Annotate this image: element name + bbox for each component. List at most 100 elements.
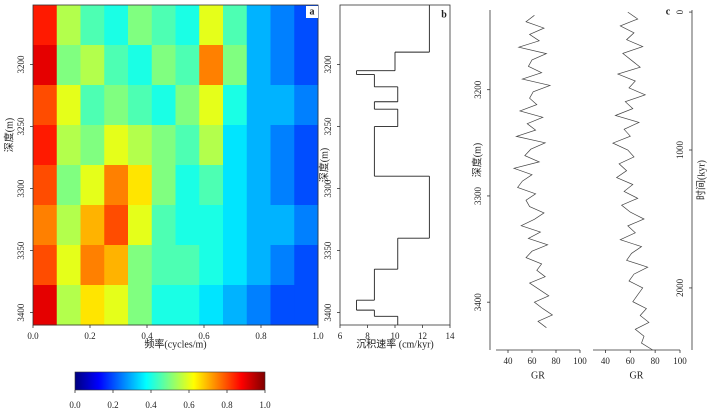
- heat-cell: [104, 245, 129, 286]
- heat-cell: [294, 285, 319, 326]
- colorbar-tick-label: 0.8: [221, 400, 233, 410]
- colorbar-tick-label: 0.2: [107, 400, 118, 410]
- y-axis-label: 深度(m): [317, 148, 330, 182]
- y-tick-label: 1000: [675, 141, 685, 160]
- heat-cell: [270, 125, 295, 166]
- heat-cell: [270, 245, 295, 286]
- x-tick-label: 8: [365, 331, 370, 341]
- panel-label: b: [441, 9, 447, 20]
- heat-cell: [151, 205, 176, 246]
- heat-cell: [128, 165, 153, 206]
- heat-cell: [80, 245, 105, 286]
- heat-cell: [56, 205, 81, 246]
- heat-cell: [246, 205, 271, 246]
- colorbar-tick-label: 1.0: [259, 400, 271, 410]
- gr-curve: [512, 15, 554, 328]
- y-tick-label: 3300: [473, 186, 483, 205]
- x-tick-label: 6: [338, 331, 343, 341]
- y-tick-label: 3400: [16, 303, 26, 322]
- heat-cell: [223, 85, 248, 126]
- heat-cell: [56, 125, 81, 166]
- panel-label-box: [306, 6, 318, 18]
- heat-cell: [270, 205, 295, 246]
- heat-cell: [223, 205, 248, 246]
- heat-cell: [33, 285, 58, 326]
- heat-cell: [56, 5, 81, 46]
- heat-cell: [175, 285, 200, 326]
- x-tick-label: 40: [601, 356, 611, 366]
- heat-cell: [199, 125, 224, 166]
- heat-cell: [223, 245, 248, 286]
- x-tick-label: 1.0: [312, 331, 324, 341]
- heat-cell: [175, 85, 200, 126]
- heat-cell: [56, 165, 81, 206]
- heat-cell: [56, 85, 81, 126]
- heat-cell: [104, 85, 129, 126]
- heat-cell: [80, 125, 105, 166]
- x-tick-label: 14: [446, 331, 456, 341]
- heat-cell: [151, 245, 176, 286]
- heat-cell: [270, 85, 295, 126]
- heat-cell: [151, 125, 176, 166]
- y-tick-label: 3350: [323, 241, 333, 260]
- heat-cell: [223, 125, 248, 166]
- heat-cell: [175, 125, 200, 166]
- heat-cell: [246, 125, 271, 166]
- heat-cell: [104, 285, 129, 326]
- heat-cell: [294, 45, 319, 86]
- y-tick-label: 3300: [16, 179, 26, 198]
- heat-cell: [33, 5, 58, 46]
- heat-cell: [270, 165, 295, 206]
- heat-cell: [33, 85, 58, 126]
- heat-cell: [56, 285, 81, 326]
- x-axis-label: 沉积速率 (cm/kyr): [356, 337, 434, 350]
- heat-cell: [246, 85, 271, 126]
- x-tick-label: 0.0: [27, 331, 39, 341]
- heat-cell: [151, 85, 176, 126]
- x-tick-label: 12: [418, 331, 427, 341]
- heat-cell: [56, 245, 81, 286]
- heat-cell: [104, 165, 129, 206]
- y-tick-label: 3250: [323, 117, 333, 136]
- x-tick-label: 80: [651, 356, 661, 366]
- heat-cell: [223, 165, 248, 206]
- heat-cell: [128, 85, 153, 126]
- y-tick-label: 3350: [16, 241, 26, 260]
- x-axis-label: GR: [630, 370, 644, 381]
- heat-cell: [128, 285, 153, 326]
- heat-cell: [151, 165, 176, 206]
- x-tick-label: 100: [673, 356, 687, 366]
- x-tick-label: 60: [528, 356, 538, 366]
- heat-cell: [80, 285, 105, 326]
- heat-cell: [246, 285, 271, 326]
- heat-cell: [294, 125, 319, 166]
- x-tick-label: 0.6: [198, 331, 210, 341]
- x-tick-label: 0.2: [84, 331, 95, 341]
- x-tick-label: 0.4: [141, 331, 153, 341]
- heat-cell: [199, 165, 224, 206]
- heat-cell: [175, 5, 200, 46]
- heat-cell: [199, 5, 224, 46]
- heat-cell: [175, 245, 200, 286]
- heat-cell: [270, 285, 295, 326]
- y-tick-label: 0: [675, 9, 685, 14]
- heat-cell: [199, 205, 224, 246]
- heat-cell: [104, 205, 129, 246]
- y-axis-label: 时间(kyr): [694, 160, 707, 200]
- heat-cell: [199, 45, 224, 86]
- heat-cell: [294, 165, 319, 206]
- plot-frame: [32, 4, 319, 326]
- heat-cell: [80, 165, 105, 206]
- heat-cell: [223, 5, 248, 46]
- heat-cell: [128, 125, 153, 166]
- colorbar-tick-label: 0.0: [69, 400, 81, 410]
- heat-cell: [56, 45, 81, 86]
- heat-cell: [33, 125, 58, 166]
- y-tick-label: 3400: [323, 303, 333, 322]
- x-tick-label: 10: [391, 331, 401, 341]
- y-axis-label: 深度(m): [2, 118, 15, 152]
- heat-cell: [175, 45, 200, 86]
- heat-cell: [128, 205, 153, 246]
- heat-cell: [246, 5, 271, 46]
